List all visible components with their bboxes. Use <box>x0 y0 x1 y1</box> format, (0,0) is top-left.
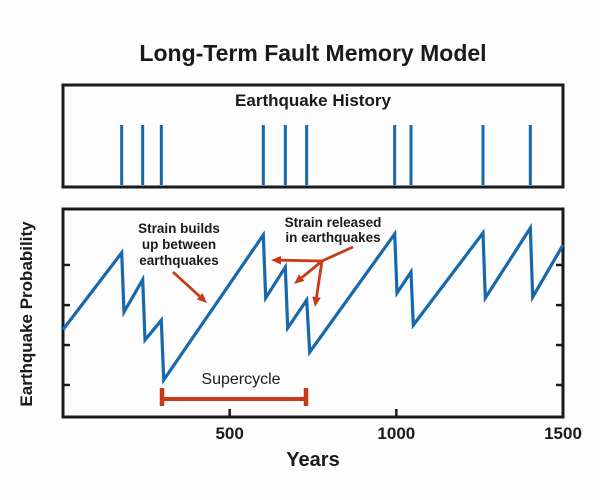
probability-curve <box>61 222 565 385</box>
x-tick-label-500: 500 <box>215 424 244 443</box>
strain-released-arrow-3 <box>315 260 324 298</box>
y-axis-label: Earthquake Probability <box>17 221 36 407</box>
history-panel-frame <box>61 83 565 189</box>
strain-released-arrow-2-head <box>294 274 305 284</box>
probability-panel-frame <box>61 207 565 419</box>
history-panel-title: Earthquake History <box>235 91 391 110</box>
annotation-strain-released: Strain released in earthquakes <box>284 215 382 245</box>
x-tick-label-1500: 1500 <box>544 424 582 443</box>
supercycle-label: Supercycle <box>201 371 281 388</box>
strain-released-arrow-3-head <box>312 296 321 307</box>
strain-builds-arrow <box>172 270 201 298</box>
strain-builds-arrow-head <box>196 293 207 303</box>
strain-released-arrow-1-head <box>271 255 282 265</box>
strain-released-arrow-2 <box>300 259 323 279</box>
strain-released-arrow-1 <box>280 258 323 263</box>
x-axis-label: Years <box>286 449 340 471</box>
x-tick-label-1000: 1000 <box>377 424 416 443</box>
figure-title: Long-Term Fault Memory Model <box>139 40 487 66</box>
annotation-strain-builds: Strain builds up between earthquakes <box>138 221 220 268</box>
strain-released-arrow-stem <box>321 245 354 263</box>
